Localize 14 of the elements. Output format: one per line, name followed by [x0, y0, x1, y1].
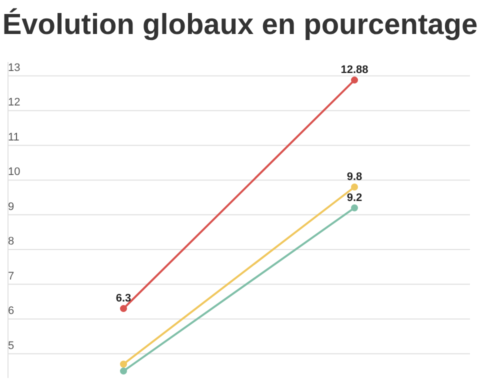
y-tick-label: 12	[8, 96, 20, 109]
data-label: 12.88	[340, 64, 368, 76]
data-label: 6.3	[116, 292, 132, 305]
y-tick-label: 9	[8, 200, 14, 213]
y-tick-label: 10	[8, 166, 20, 178]
y-tick-label: 6	[8, 305, 14, 318]
data-label: 9.8	[346, 171, 362, 184]
y-tick-label: 13	[8, 62, 20, 74]
y-tick-label: 8	[8, 236, 14, 248]
y-tick-label: 5	[8, 340, 14, 352]
y-tick-label: 7	[8, 270, 14, 282]
y-tick-label: 11	[8, 131, 20, 144]
chart-title: Évolution globaux en pourcentage	[2, 8, 478, 41]
data-label: 9.2	[346, 192, 362, 204]
